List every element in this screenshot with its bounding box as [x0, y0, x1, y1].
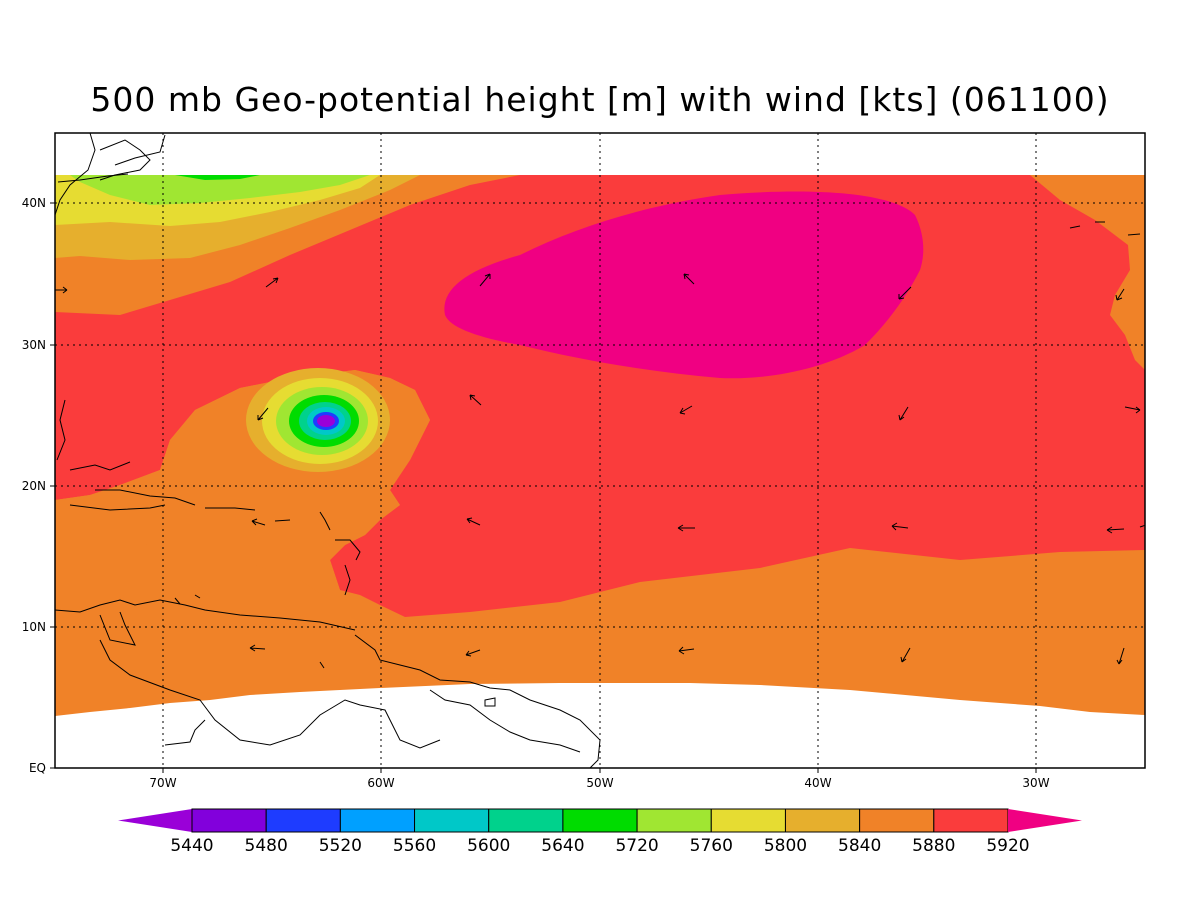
colorbar-swatch	[636, 808, 712, 833]
colorbar-arrow-high	[1008, 809, 1082, 832]
colorbar-swatch	[488, 808, 564, 833]
lat-label-40n: 40N	[22, 196, 46, 210]
contour-5760	[70, 175, 370, 205]
colorbar-label: 5560	[393, 836, 436, 856]
map-title: 500 mb Geo-potential height [m] with win…	[90, 80, 1110, 119]
lat-label-30n: 30N	[22, 338, 46, 352]
colorbar-label: 5800	[764, 836, 807, 856]
wind-vectors	[55, 273, 1145, 665]
lat-label-10n: 10N	[22, 620, 46, 634]
colorbar-swatch	[191, 808, 267, 833]
colorbar: 5440 5480 5520 5560 5600 5640 5720 5760 5800 5840…	[118, 808, 1082, 856]
colorbar-swatch	[339, 808, 416, 833]
colorbar-label: 5520	[319, 836, 362, 856]
colorbar-label: 5840	[838, 836, 881, 856]
lon-label-70w: 70W	[149, 776, 176, 790]
colorbar-swatch	[859, 808, 935, 833]
colorbar-swatch	[265, 808, 341, 833]
colorbar-label: 5640	[541, 836, 584, 856]
height-field	[55, 133, 1145, 768]
lat-label-eq: EQ	[29, 761, 46, 775]
lon-label-50w: 50W	[586, 776, 613, 790]
colorbar-swatch	[414, 808, 490, 833]
contour-5720	[175, 175, 260, 180]
colorbar-swatch	[784, 808, 861, 833]
tick-marks	[50, 202, 1037, 773]
colorbar-label: 5880	[912, 836, 955, 856]
graticule	[55, 133, 1145, 768]
colorbar-label: 5720	[615, 836, 658, 856]
lon-label-60w: 60W	[367, 776, 394, 790]
cutoff-low	[246, 368, 390, 472]
colorbar-label: 5920	[986, 836, 1029, 856]
colorbar-label: 5480	[245, 836, 288, 856]
colorbar-swatch	[710, 808, 786, 833]
colorbar-label: 5760	[690, 836, 733, 856]
colorbar-label: 5600	[467, 836, 510, 856]
no-data-south	[55, 683, 1145, 768]
colorbar-label: 5440	[170, 836, 213, 856]
lat-label-20n: 20N	[22, 479, 46, 493]
contour-5880-east	[1030, 175, 1145, 370]
colorbar-arrow-low	[118, 809, 192, 832]
coastlines	[55, 133, 1141, 768]
lon-label-40w: 40W	[804, 776, 831, 790]
contour-5960-high	[444, 191, 924, 379]
lon-label-30w: 30W	[1022, 776, 1049, 790]
colorbar-swatch	[562, 808, 638, 833]
colorbar-swatch	[933, 808, 1009, 833]
